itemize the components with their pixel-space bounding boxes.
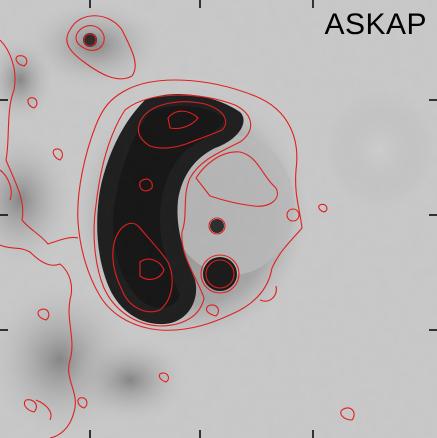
contour-lines bbox=[0, 15, 355, 438]
contour-arc-knot bbox=[139, 258, 165, 280]
contour-source-bright-outer bbox=[200, 254, 240, 294]
contour-arc-small bbox=[139, 178, 153, 192]
contour-left-diffuse bbox=[0, 39, 79, 245]
telescope-label: ASKAP bbox=[324, 8, 427, 41]
contour-top-source-outer bbox=[66, 15, 136, 80]
contour-cavity bbox=[195, 151, 278, 207]
contour-outer-shell bbox=[77, 79, 303, 331]
contour-source-right bbox=[286, 208, 300, 222]
contour-source-bright-inner bbox=[205, 259, 235, 289]
contour-arc-top bbox=[137, 101, 227, 149]
contour-arc-lower bbox=[112, 222, 173, 313]
contour-top-source-inner bbox=[75, 25, 105, 51]
contour-source-center bbox=[208, 217, 226, 235]
contour-shell-inner bbox=[93, 94, 252, 327]
contour-top-source-peak bbox=[83, 33, 97, 47]
contour-arc-inner bbox=[167, 110, 199, 130]
